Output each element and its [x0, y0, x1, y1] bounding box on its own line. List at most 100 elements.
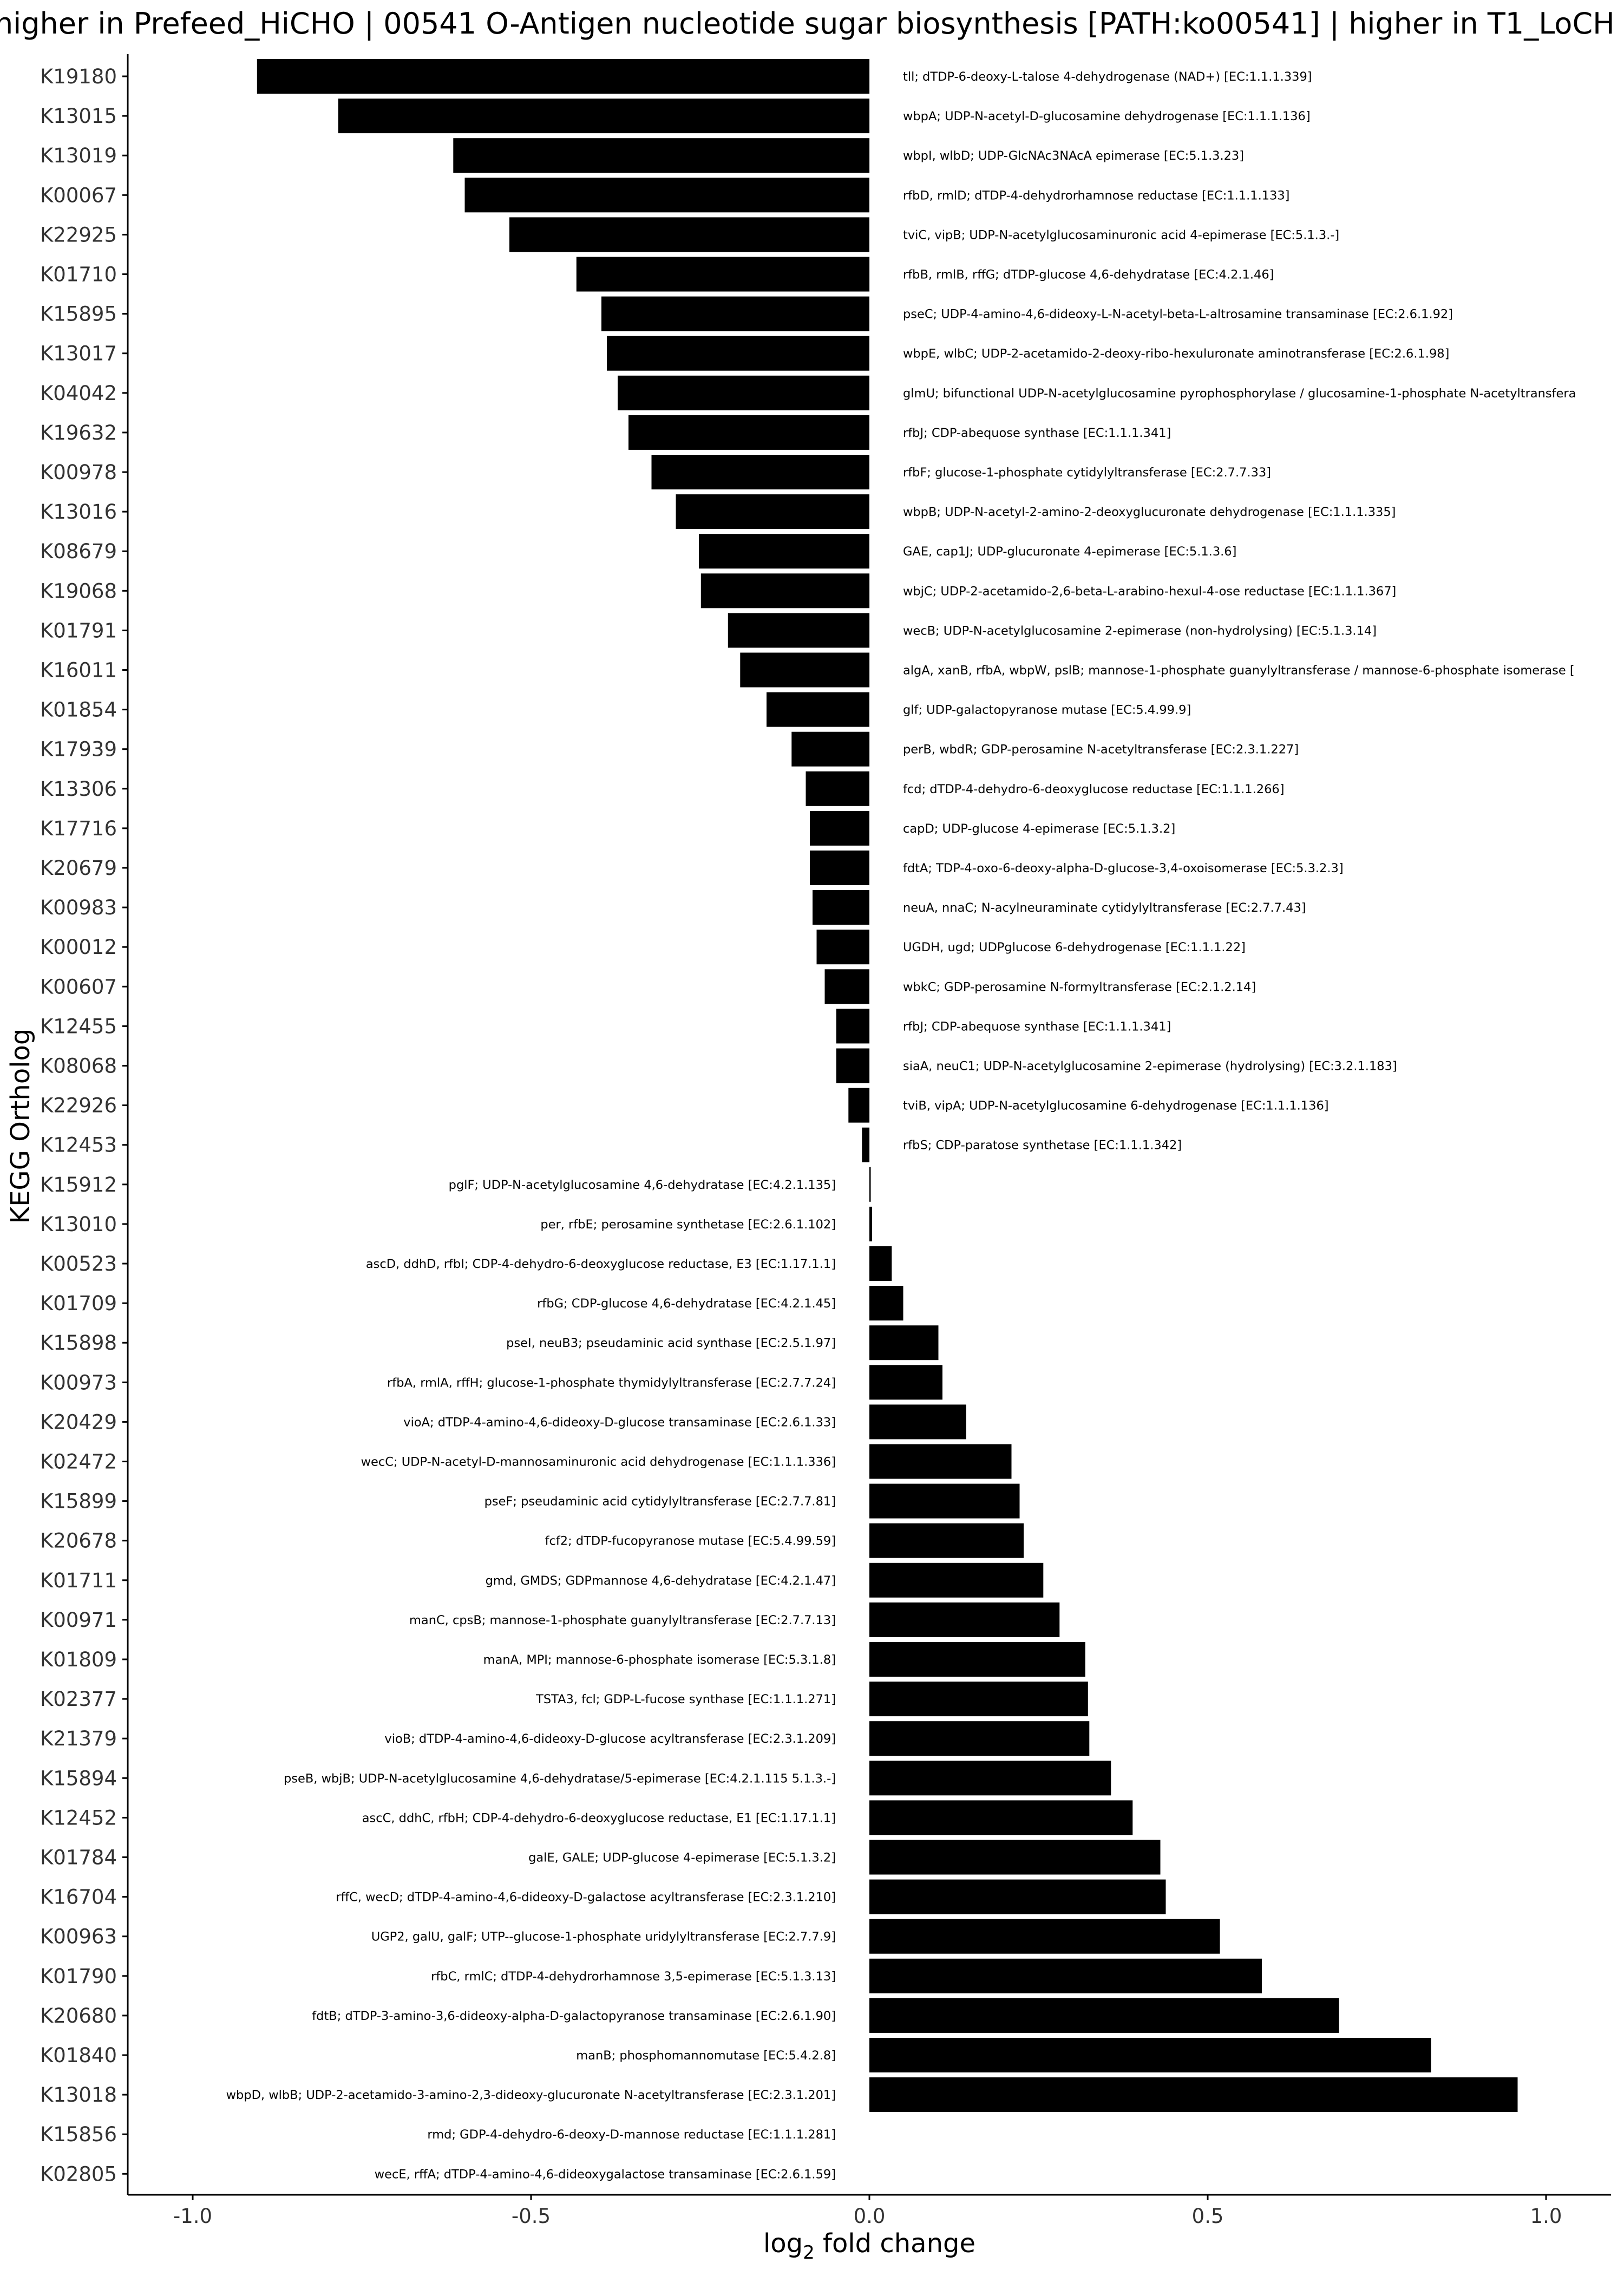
bar-annotation: rfbC, rmlC; dTDP-4-dehydrorhamnose 3,5-e… [431, 1970, 836, 1984]
bar-K01840 [869, 2038, 1431, 2072]
plot-area: tll; dTDP-6-deoxy-L-talose 4-dehydrogena… [226, 59, 1576, 2181]
bar-annotation: ascC, ddhC, rfbH; CDP-4-dehydro-6-deoxyg… [362, 1811, 836, 1825]
bar-K20678 [869, 1523, 1024, 1558]
bar-annotation: fdtA; TDP-4-oxo-6-deoxy-alpha-D-glucose-… [903, 861, 1344, 875]
y-tick-label: K00067 [40, 184, 117, 207]
bar-K13018 [869, 2077, 1518, 2113]
bar-annotation: wecE, rffA; dTDP-4-amino-4,6-dideoxygala… [375, 2167, 836, 2181]
y-tick-label: K16704 [40, 1886, 117, 1909]
bar-annotation: rfbS; CDP-paratose synthetase [EC:1.1.1.… [903, 1139, 1182, 1153]
y-axis-label: KEGG Ortholog [5, 1029, 36, 1224]
bar-K19180 [257, 59, 870, 94]
x-tick-label: -0.5 [512, 2205, 551, 2228]
bar-K19632 [628, 415, 869, 450]
y-tick-label: K13016 [40, 500, 117, 524]
y-tick-label: K20679 [40, 856, 117, 880]
axes: K19180 K13015 K13019 K00067 K22925 K01710 K158… [40, 54, 1611, 2228]
y-tick-label: K00973 [40, 1371, 117, 1394]
y-tick-label: K01809 [40, 1648, 117, 1671]
bar-annotation: tviB, vipA; UDP-N-acetylglucosamine 6-de… [903, 1099, 1329, 1113]
bar-K13015 [338, 99, 870, 134]
y-tick-label: K15856 [40, 2123, 117, 2146]
bar-K20679 [810, 851, 869, 885]
y-tick-label: K13017 [40, 342, 117, 365]
bar-annotation: glmU; bifunctional UDP-N-acetylglucosami… [903, 387, 1576, 401]
bar-K00607 [824, 969, 869, 1004]
bar-annotation: rfbD, rmlD; dTDP-4-dehydrorhamnose reduc… [903, 188, 1289, 202]
bar-K17716 [810, 810, 869, 846]
bar-K15894 [869, 1761, 1111, 1796]
bar-annotation: neuA, nnaC; N-acylneuraminate cytidylylt… [903, 901, 1306, 915]
y-tick-label: K19632 [40, 421, 117, 444]
y-tick-label: K04042 [40, 382, 117, 405]
bar-annotation: capD; UDP-glucose 4-epimerase [EC:5.1.3.… [903, 822, 1175, 836]
bar-K01784 [869, 1840, 1161, 1875]
x-tick-label: 0.0 [854, 2205, 886, 2228]
y-tick-label: K01711 [40, 1569, 117, 1592]
y-tick-label: K00012 [40, 936, 117, 959]
bar-annotation: galE, GALE; UDP-glucose 4-epimerase [EC:… [528, 1851, 836, 1865]
bar-annotation: wbkC; GDP-perosamine N-formyltransferase… [903, 980, 1256, 994]
bar-annotation: fcd; dTDP-4-dehydro-6-deoxyglucose reduc… [903, 782, 1285, 796]
bar-K01711 [869, 1562, 1044, 1598]
y-tick-label: K01790 [40, 1965, 117, 1988]
bar-annotation: glf; UDP-galactopyranose mutase [EC:5.4.… [903, 703, 1191, 717]
bar-K02377 [869, 1682, 1088, 1717]
bar-annotation: wbjC; UDP-2-acetamido-2,6-beta-L-arabino… [903, 584, 1396, 598]
y-tick-label: K08679 [40, 540, 117, 563]
bar-K13017 [607, 336, 869, 371]
y-tick-label: K00607 [40, 975, 117, 998]
y-tick-label: K17939 [40, 738, 117, 761]
bar-K00983 [813, 890, 869, 925]
bar-annotation: fcf2; dTDP-fucopyranose mutase [EC:5.4.9… [545, 1534, 836, 1548]
bar-annotation: wbpA; UDP-N-acetyl-D-glucosamine dehydro… [903, 109, 1311, 123]
bar-annotation: per, rfbE; perosamine synthetase [EC:2.6… [540, 1218, 836, 1232]
bar-K16704 [869, 1879, 1166, 1914]
bar-annotation: siaA, neuC1; UDP-N-acetylglucosamine 2-e… [903, 1059, 1397, 1074]
y-tick-label: K00978 [40, 461, 117, 484]
y-tick-label: K02472 [40, 1450, 117, 1474]
x-tick-label: -1.0 [173, 2205, 212, 2228]
bar-K21379 [869, 1721, 1090, 1756]
bar-K02472 [869, 1444, 1012, 1479]
y-tick-label: K20678 [40, 1529, 117, 1553]
bar-K15912 [869, 1167, 871, 1202]
x-tick-label: 0.5 [1192, 2205, 1224, 2228]
y-tick-label: K01710 [40, 263, 117, 286]
y-tick-label: K15895 [40, 303, 117, 326]
y-tick-label: K15899 [40, 1490, 117, 1513]
bar-annotation: pseI, neuB3; pseudaminic acid synthase [… [506, 1336, 836, 1350]
bar-annotation: pseF; pseudaminic acid cytidylyltransfer… [484, 1495, 836, 1509]
y-tick-label: K17716 [40, 817, 117, 840]
bar-annotation: pglF; UDP-N-acetylglucosamine 4,6-dehydr… [449, 1178, 836, 1192]
chart-title: higher in Prefeed_HiCHO | 00541 O-Antige… [0, 6, 1615, 41]
y-tick-label: K22926 [40, 1094, 117, 1117]
bar-annotation: rfbB, rmlB, rffG; dTDP-glucose 4,6-dehyd… [903, 268, 1274, 282]
y-tick-label: K13306 [40, 777, 117, 801]
y-tick-label: K21379 [40, 1727, 117, 1750]
bar-annotation: wecC; UDP-N-acetyl-D-mannosaminuronic ac… [361, 1455, 836, 1469]
bar-annotation: manB; phosphomannomutase [EC:5.4.2.8] [576, 2049, 836, 2063]
bar-K12455 [836, 1009, 870, 1044]
bar-K00523 [869, 1246, 892, 1281]
y-tick-label: K16011 [40, 659, 117, 682]
bar-K01710 [576, 257, 870, 292]
bar-annotation: GAE, cap1J; UDP-glucuronate 4-epimerase … [903, 545, 1236, 559]
bar-annotation: fdtB; dTDP-3-amino-3,6-dideoxy-alpha-D-g… [312, 2009, 836, 2023]
bar-annotation: tviC, vipB; UDP-N-acetylglucosaminuronic… [903, 228, 1339, 242]
y-tick-label: K20680 [40, 2004, 117, 2028]
bar-K08679 [699, 534, 869, 569]
bar-annotation: ascD, ddhD, rfbI; CDP-4-dehydro-6-deoxyg… [366, 1257, 836, 1271]
bar-K22925 [509, 217, 869, 252]
bar-annotation: wbpB; UDP-N-acetyl-2-amino-2-deoxyglucur… [903, 505, 1396, 519]
y-tick-label: K19068 [40, 579, 117, 603]
bar-annotation: rfbG; CDP-glucose 4,6-dehydratase [EC:4.… [537, 1297, 836, 1311]
bar-K15895 [601, 296, 869, 331]
bar-annotation: vioB; dTDP-4-amino-4,6-dideoxy-D-glucose… [384, 1732, 836, 1746]
y-tick-label: K00963 [40, 1925, 117, 1948]
y-tick-label: K00983 [40, 896, 117, 919]
y-tick-label: K13018 [40, 2083, 117, 2107]
y-tick-label: K19180 [40, 65, 117, 88]
bar-annotation: pseB, wbjB; UDP-N-acetylglucosamine 4,6-… [284, 1771, 836, 1786]
bar-K15898 [869, 1325, 939, 1361]
